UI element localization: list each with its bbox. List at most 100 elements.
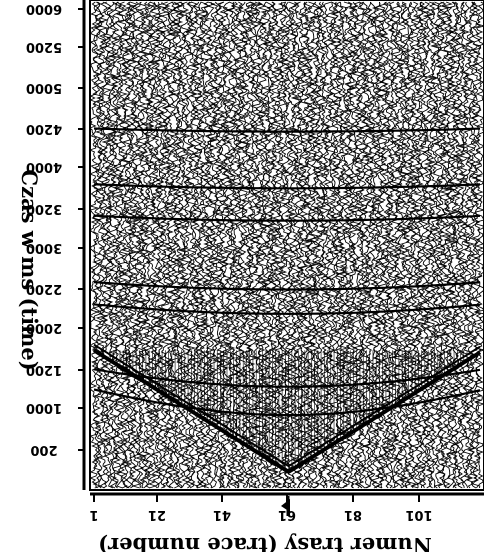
y-tick-label: 4000 <box>26 159 62 174</box>
x-tick-label: 21 <box>148 507 166 522</box>
trace-wiggle <box>166 1 178 489</box>
trace-wiggle <box>218 1 230 489</box>
trace-wiggle <box>143 1 155 489</box>
trace-wiggle <box>406 1 418 489</box>
trace-wiggle <box>247 1 259 489</box>
trace-wiggle <box>127 1 139 489</box>
trace-wiggle <box>448 1 460 489</box>
trace-wiggles <box>88 1 484 489</box>
trace-wiggle <box>150 1 162 489</box>
trace-wiggle <box>214 1 227 489</box>
y-tick-label: 2000 <box>26 320 62 335</box>
trace-wiggle <box>208 1 220 489</box>
trace-wiggle <box>438 1 451 489</box>
trace-wiggle <box>305 1 317 489</box>
trace-wiggle <box>419 1 431 488</box>
trace-wiggle <box>163 1 174 489</box>
trace-wiggle <box>263 1 275 489</box>
reflection-events <box>92 127 482 475</box>
trace-wiggle <box>363 1 376 489</box>
reflection-event <box>93 214 481 222</box>
trace-wiggle <box>172 1 184 489</box>
trace-wiggle <box>454 1 467 489</box>
trace-wiggle <box>273 1 285 489</box>
y-tick-label: 6000 <box>26 1 62 16</box>
trace-wiggle <box>202 1 213 489</box>
trace-wiggle <box>169 1 181 489</box>
trace-wiggle <box>270 1 282 489</box>
y-tick-label: 3000 <box>26 240 62 255</box>
trace-wiggle <box>464 1 476 489</box>
trace-wiggle <box>351 1 363 489</box>
trace-wiggle <box>416 1 427 489</box>
trace-wiggle <box>192 1 204 489</box>
reflection-event <box>93 127 481 133</box>
trace-wiggle <box>92 1 103 489</box>
trace-wiggle <box>338 1 350 489</box>
x-tick-label: 1 <box>89 507 98 522</box>
x-tick-label: 81 <box>344 507 362 522</box>
trace-wiggle <box>412 1 425 489</box>
trace-wiggle <box>156 1 168 489</box>
y-tick-label: 2200 <box>26 281 62 296</box>
y-tick-label: 3200 <box>26 201 62 216</box>
y-axis-title: Czas w ms (time) <box>17 169 42 370</box>
trace-wiggle <box>101 1 113 489</box>
trace-wiggle <box>221 1 233 489</box>
y-tick-label: 5200 <box>26 39 62 54</box>
first-break-event <box>93 343 481 468</box>
reflection-event <box>93 388 481 417</box>
x-tick-labels: 1 21 41 61 81 101 <box>89 507 432 522</box>
y-tick-label: 4200 <box>26 121 62 136</box>
trace-wiggle <box>402 1 415 489</box>
trace-wiggle <box>428 1 440 489</box>
reflection-event <box>93 368 481 388</box>
trace-wiggle <box>347 1 359 489</box>
plot-frame <box>89 0 484 491</box>
trace-wiggle <box>159 1 171 488</box>
trace-wiggle <box>234 1 246 489</box>
y-tick-label: 5000 <box>26 80 62 95</box>
trace-wiggle <box>227 1 239 489</box>
y-tick-label: 200 <box>30 442 57 457</box>
trace-wiggle <box>322 1 334 489</box>
trace-wiggle <box>422 1 434 489</box>
trace-wiggle <box>140 1 152 489</box>
trace-wiggle <box>240 1 253 489</box>
trace-wiggle <box>250 1 262 489</box>
trace-wiggle <box>328 1 340 489</box>
trace-wiggle <box>286 1 298 489</box>
trace-wiggle <box>244 1 256 489</box>
trace-wiggle <box>299 1 311 489</box>
trace-wiggle <box>341 1 353 489</box>
trace-wiggle <box>283 1 295 489</box>
x-tick-label: 101 <box>405 507 432 522</box>
trace-wiggle <box>130 1 142 489</box>
first-break-event <box>92 348 482 475</box>
reflection-event <box>93 183 481 190</box>
y-ticks <box>78 8 84 451</box>
trace-wiggle <box>312 1 324 489</box>
trace-wiggle <box>289 1 301 489</box>
trace-wiggle <box>153 1 165 489</box>
trace-wiggle <box>120 1 132 489</box>
trace-wiggle <box>451 1 463 489</box>
y-tick-label: 1000 <box>26 400 62 415</box>
trace-wiggle <box>471 1 483 489</box>
trace-wiggle <box>474 1 484 489</box>
reflection-event <box>93 281 481 291</box>
trace-wiggle <box>114 1 126 489</box>
x-tick-label: 41 <box>213 507 231 522</box>
trace-wiggle <box>124 1 136 489</box>
trace-wiggle <box>357 1 370 489</box>
trace-wiggle <box>279 1 292 489</box>
trace-wiggle <box>253 1 266 489</box>
trace-wiggle <box>256 1 269 489</box>
trace-wiggle <box>117 1 130 489</box>
trace-wiggle <box>335 1 347 489</box>
trace-wiggle <box>461 1 473 489</box>
trace-wiggle <box>276 1 288 489</box>
x-axis-title: Numer trasy (trace number) <box>98 533 432 552</box>
trace-wiggle <box>293 1 304 489</box>
